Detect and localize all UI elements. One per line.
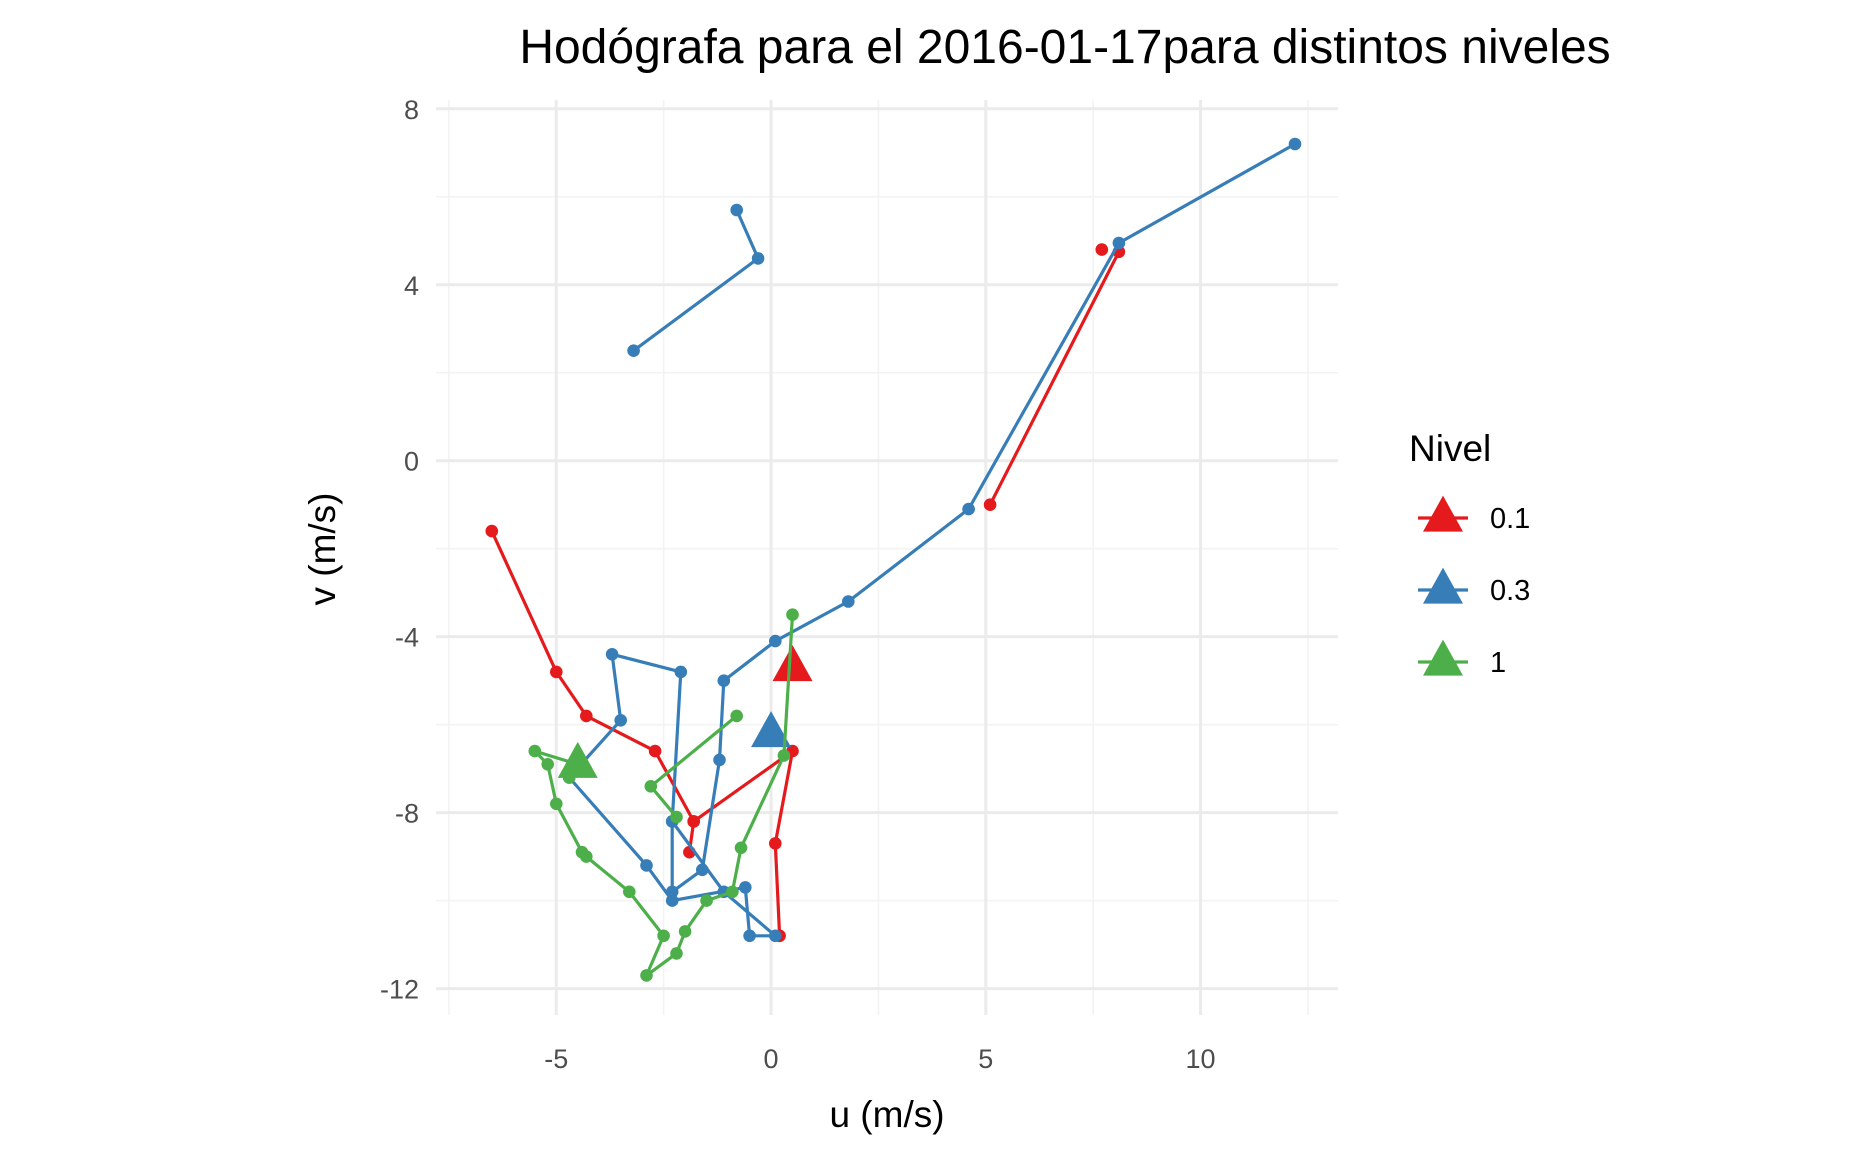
data-point — [739, 881, 752, 894]
legend-marker — [1423, 639, 1463, 676]
y-tick-labels: 8 4 0 -4 -8 -12 — [380, 95, 419, 1005]
data-point — [550, 665, 563, 679]
legend: Nivel 0.1 0.3 1 — [1409, 428, 1530, 679]
data-point — [575, 845, 589, 859]
data-point — [580, 709, 593, 723]
data-point — [687, 815, 700, 828]
data-point — [730, 709, 743, 723]
major-gridlines — [436, 100, 1338, 1015]
legend-item: 0.3 — [1418, 567, 1530, 607]
data-point — [743, 929, 756, 943]
data-point — [717, 674, 731, 687]
x-tick-label: 5 — [978, 1044, 993, 1074]
legend-marker — [1423, 495, 1463, 532]
data-point — [777, 749, 791, 762]
series-0.1 — [485, 243, 1126, 943]
legend-item: 0.1 — [1418, 495, 1530, 535]
data-point — [623, 885, 636, 899]
legend-marker — [1423, 567, 1463, 604]
data-point — [550, 797, 563, 811]
data-point — [640, 859, 653, 872]
y-tick-label: -8 — [395, 799, 419, 829]
legend-item: 1 — [1418, 639, 1506, 679]
data-point — [734, 841, 748, 855]
y-tick-label: -12 — [380, 975, 419, 1005]
data-point — [751, 252, 765, 265]
series-line — [988, 251, 1121, 506]
y-tick-label: 4 — [404, 271, 419, 301]
legend-items: 0.1 0.3 1 — [1418, 495, 1530, 679]
legend-label: 0.1 — [1490, 503, 1530, 535]
legend-title: Nivel — [1409, 428, 1491, 469]
data-point — [678, 925, 692, 938]
data-point — [657, 929, 670, 943]
data-point — [485, 524, 499, 538]
data-point — [962, 502, 975, 516]
series-line — [632, 209, 760, 352]
data-point — [769, 929, 782, 943]
legend-label: 0.3 — [1490, 575, 1530, 607]
data-point — [644, 780, 658, 793]
data-point — [786, 608, 799, 621]
x-axis-title: u (m/s) — [829, 1094, 944, 1135]
data-point — [696, 863, 709, 877]
x-tick-labels: -5 0 5 10 — [544, 1044, 1215, 1074]
data-point — [665, 894, 679, 907]
y-tick-label: 8 — [404, 95, 419, 125]
series-1 — [528, 608, 799, 982]
data-point — [726, 885, 739, 899]
chart-title: Hodógrafa para el 2016-01-17para distint… — [519, 21, 1610, 74]
data-point — [605, 648, 619, 661]
data-point — [1112, 236, 1126, 250]
data-point — [713, 753, 726, 767]
minor-gridlines — [436, 100, 1338, 1015]
data-point — [730, 203, 743, 217]
data-point — [528, 744, 542, 758]
y-tick-label: -4 — [395, 623, 419, 653]
data-point — [665, 885, 679, 899]
x-tick-label: 10 — [1186, 1044, 1216, 1074]
data-point — [1095, 243, 1109, 256]
data-point — [614, 714, 627, 727]
y-axis-title: v (m/s) — [302, 492, 343, 605]
data-point — [670, 810, 683, 824]
x-tick-label: -5 — [544, 1044, 568, 1074]
series-0.3 — [562, 137, 1302, 943]
data-point — [648, 744, 662, 758]
start-marker — [557, 741, 598, 778]
start-marker — [751, 711, 792, 748]
x-tick-label: 0 — [764, 1044, 779, 1074]
data-point — [674, 665, 688, 679]
data-point — [842, 595, 855, 608]
series-layer — [485, 137, 1302, 982]
legend-label: 1 — [1490, 647, 1506, 679]
data-point — [640, 969, 653, 982]
data-point — [769, 634, 782, 648]
y-tick-label: 0 — [404, 447, 419, 477]
data-point — [541, 758, 554, 771]
data-point — [769, 837, 782, 850]
data-point — [700, 894, 713, 907]
data-point — [1288, 137, 1302, 151]
start-marker — [772, 645, 813, 682]
data-point — [983, 498, 997, 512]
data-point — [670, 947, 683, 960]
data-point — [627, 344, 640, 358]
